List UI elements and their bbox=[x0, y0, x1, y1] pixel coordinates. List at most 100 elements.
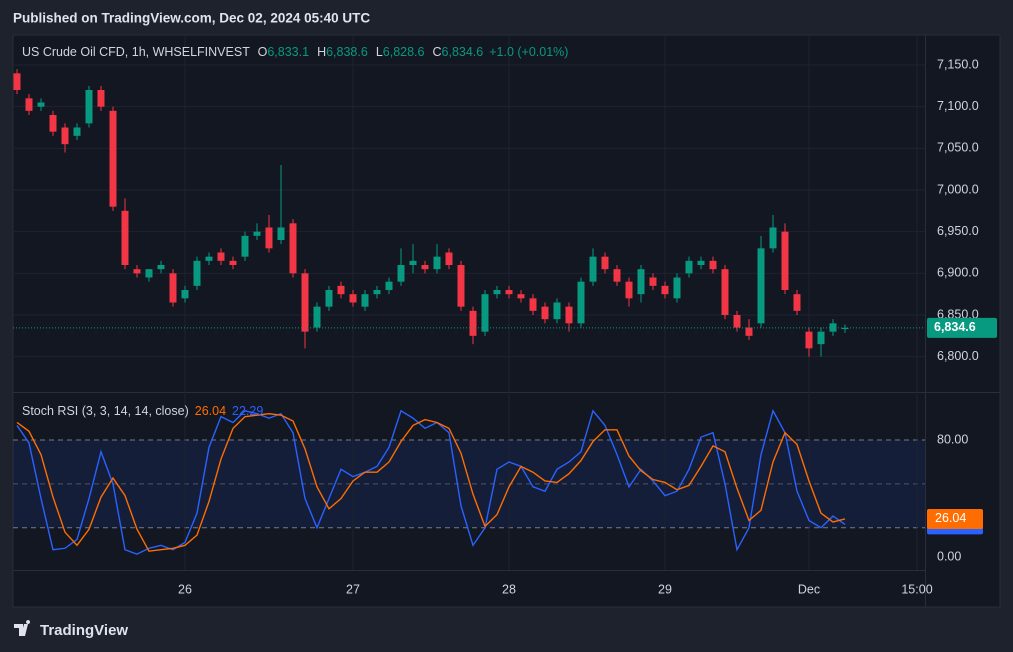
candle-body bbox=[25, 98, 33, 111]
candle-body bbox=[493, 290, 501, 295]
legend: US Crude Oil CFD, 1h, WHSELFINVEST O6,833… bbox=[22, 45, 568, 59]
value-tag-label: 26.04 bbox=[935, 511, 966, 525]
candle-body bbox=[121, 210, 129, 265]
stoch-value: 26.04 bbox=[195, 404, 226, 418]
legend-key: C bbox=[432, 45, 441, 59]
grid bbox=[13, 35, 925, 570]
candle-body bbox=[589, 256, 597, 282]
legend-key: H bbox=[317, 45, 326, 59]
legend-change: +1.0 (+0.01%) bbox=[489, 45, 568, 59]
y-tick-label: 6,800.0 bbox=[937, 349, 979, 363]
candle-body bbox=[217, 252, 225, 261]
y-tick-label: 7,150.0 bbox=[937, 57, 979, 71]
labels: US Crude Oil CFD, 1h, WHSELFINVEST O6,833… bbox=[22, 45, 997, 596]
candle-body bbox=[337, 285, 345, 295]
candle-body bbox=[265, 227, 273, 249]
legend-key: O bbox=[258, 45, 268, 59]
legend-value: 6,828.6 bbox=[383, 45, 425, 59]
candle-body bbox=[181, 290, 189, 299]
x-tick-label: 27 bbox=[346, 582, 360, 596]
candle-body bbox=[625, 281, 633, 299]
legend-value: 6,838.6 bbox=[326, 45, 368, 59]
stoch-line bbox=[16, 413, 846, 552]
last-price-label: 6,834.6 bbox=[934, 320, 976, 334]
candle-body bbox=[169, 273, 177, 303]
y-tick-label: 6,950.0 bbox=[937, 224, 979, 238]
candle-body bbox=[757, 248, 765, 324]
candle-body bbox=[565, 306, 573, 324]
legend-value: 6,833.1 bbox=[267, 45, 309, 59]
marks bbox=[13, 69, 925, 555]
stoch-legend: Stoch RSI (3, 3, 14, 14, close) 26.04 22.2… bbox=[22, 404, 263, 418]
y-tick-label: 0.00 bbox=[937, 549, 961, 563]
candle-body bbox=[277, 227, 285, 240]
candle-body bbox=[541, 306, 549, 320]
x-tick-label: 15:00 bbox=[901, 582, 932, 596]
candle-body bbox=[61, 127, 69, 145]
candle-body bbox=[721, 269, 729, 315]
stoch-value: 22.29 bbox=[232, 404, 263, 418]
candle-body bbox=[637, 269, 645, 295]
candle-body bbox=[241, 235, 249, 257]
value-tag bbox=[927, 508, 983, 529]
candle-body bbox=[649, 277, 657, 286]
brand: TradingView bbox=[40, 622, 128, 639]
last-price-tag bbox=[927, 317, 997, 338]
candle-body bbox=[661, 285, 669, 295]
candle-body bbox=[445, 252, 453, 265]
candle-body bbox=[469, 310, 477, 336]
candle-body bbox=[745, 327, 753, 336]
candle-body bbox=[457, 265, 465, 307]
candle-body bbox=[697, 260, 705, 265]
x-tick-label: 28 bbox=[502, 582, 516, 596]
stoch-title: Stoch RSI (3, 3, 14, 14, close) bbox=[22, 404, 189, 418]
x-tick-label: 29 bbox=[658, 582, 672, 596]
candle-body bbox=[325, 290, 333, 307]
x-tick-label: Dec bbox=[798, 582, 820, 596]
candle-body bbox=[769, 227, 777, 249]
published-note: Published on TradingView.com, Dec 02, 20… bbox=[13, 11, 370, 26]
candle-body bbox=[805, 331, 813, 349]
logo-icon bbox=[14, 620, 31, 636]
candle-body bbox=[817, 331, 825, 345]
candle-body bbox=[517, 294, 525, 299]
candle-body bbox=[349, 294, 357, 303]
candle-body bbox=[613, 269, 621, 282]
y-tick-label: 6,850.0 bbox=[937, 307, 979, 321]
candle-body bbox=[709, 260, 717, 270]
candle-body bbox=[673, 277, 681, 299]
candle-body bbox=[781, 231, 789, 290]
candle-body bbox=[841, 327, 849, 330]
symbol: US Crude Oil CFD, 1h, WHSELFINVEST bbox=[22, 45, 250, 59]
candle-body bbox=[97, 90, 105, 107]
candle-body bbox=[685, 260, 693, 274]
y-tick-label: 6,900.0 bbox=[937, 266, 979, 280]
legend-key: L bbox=[376, 45, 383, 59]
candle-body bbox=[733, 315, 741, 328]
candle-body bbox=[397, 265, 405, 282]
candle-body bbox=[361, 294, 369, 307]
candle-body bbox=[529, 298, 537, 311]
candle-body bbox=[577, 281, 585, 324]
candle-body bbox=[229, 260, 237, 265]
candle-body bbox=[313, 306, 321, 328]
candle-body bbox=[157, 265, 165, 270]
chart-pane bbox=[12, 34, 1001, 608]
y-tick-label: 80.00 bbox=[937, 432, 968, 446]
candle-body bbox=[433, 256, 441, 270]
candle-body bbox=[505, 290, 513, 295]
candle-body bbox=[109, 110, 117, 207]
candle-body bbox=[421, 265, 429, 270]
candle-body bbox=[793, 294, 801, 311]
legend-value: 6,834.6 bbox=[442, 45, 484, 59]
y-tick-label: 7,000.0 bbox=[937, 182, 979, 196]
candle-body bbox=[193, 260, 201, 286]
x-tick-label: 26 bbox=[178, 582, 192, 596]
candle-body bbox=[133, 269, 141, 274]
candle-body bbox=[205, 256, 213, 261]
candle-body bbox=[73, 127, 81, 136]
candle-body bbox=[13, 73, 21, 90]
logo: TradingView bbox=[14, 620, 128, 639]
stoch-line bbox=[16, 408, 846, 555]
